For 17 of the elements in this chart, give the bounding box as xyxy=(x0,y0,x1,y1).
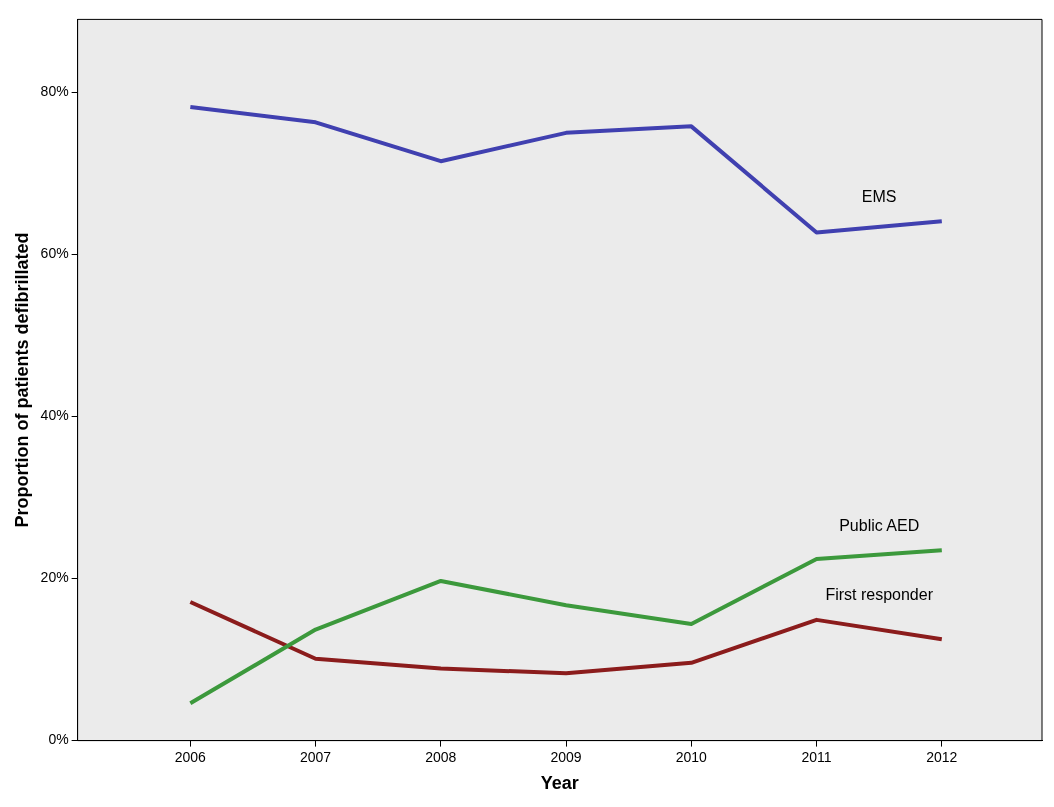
x-tick-label: 2011 xyxy=(801,748,832,765)
series-label: Public AED xyxy=(839,516,920,534)
x-axis-title: Year xyxy=(540,773,579,794)
series-label: EMS xyxy=(861,187,897,205)
x-tick-label: 2009 xyxy=(550,748,582,765)
y-axis-title: Proportion of patients defibrillated xyxy=(11,232,32,528)
y-tick-label: 40% xyxy=(40,407,69,424)
y-tick-label: 0% xyxy=(48,731,69,748)
y-tick-label: 20% xyxy=(40,569,69,586)
x-tick-label: 2008 xyxy=(425,748,457,765)
x-tick-label: 2010 xyxy=(675,748,708,765)
series-label: First responder xyxy=(825,586,934,604)
y-tick-label: 60% xyxy=(40,245,69,262)
x-tick-label: 2012 xyxy=(926,748,958,765)
y-tick-label: 80% xyxy=(40,83,69,100)
x-tick-label: 2006 xyxy=(174,748,207,765)
x-tick-label: 2007 xyxy=(300,748,332,765)
